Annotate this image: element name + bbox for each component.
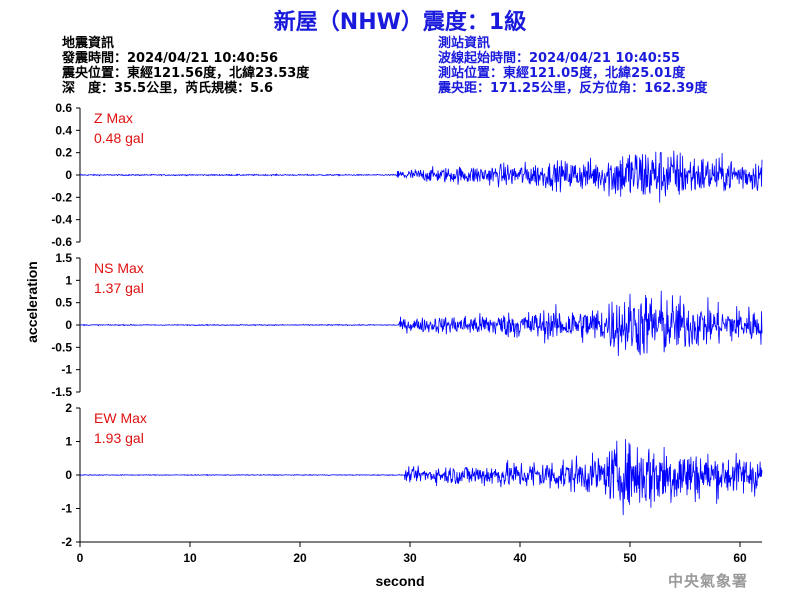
- y-tick-label: -2: [61, 535, 72, 549]
- origin-time: 發震時間：2024/04/21 10:40:56: [62, 51, 279, 66]
- x-tick-label: 0: [77, 551, 84, 565]
- max-label-ns: NS Max: [94, 260, 144, 276]
- y-tick-label: 0: [65, 468, 72, 482]
- station-info-heading: 測站資訊: [438, 36, 491, 51]
- y-tick-label: -1: [61, 363, 72, 377]
- x-tick-label: 60: [733, 551, 747, 565]
- y-tick-label: 0: [65, 168, 72, 182]
- y-tick-label: 0.2: [55, 146, 72, 160]
- y-tick-label: -0.5: [51, 340, 72, 354]
- x-tick-label: 30: [403, 551, 417, 565]
- y-tick-label: 0.5: [55, 296, 72, 310]
- agency-logo-text: 中央氣象署: [667, 572, 748, 590]
- y-tick-label: 1: [65, 435, 72, 449]
- trace-ew: [79, 439, 763, 516]
- y-tick-label: 0: [65, 318, 72, 332]
- wave-start-time: 波線起始時間：2024/04/21 10:40:55: [438, 51, 681, 66]
- max-value-z: 0.48 gal: [94, 130, 144, 146]
- epicenter-location: 震央位置：東經121.56度，北緯23.53度: [62, 66, 310, 81]
- max-value-ew: 1.93 gal: [94, 430, 144, 446]
- y-tick-label: 1: [65, 273, 72, 287]
- trace-z: [79, 150, 763, 203]
- earthquake-info: 地震資訊 發震時間：2024/04/21 10:40:56 震央位置：東經121…: [62, 36, 309, 96]
- depth-magnitude: 深 度：35.5公里，芮氏規模：5.6: [62, 81, 274, 96]
- trace-ns: [79, 290, 763, 357]
- y-axis-title: acceleration: [24, 261, 40, 343]
- station-info: 測站資訊 波線起始時間：2024/04/21 10:40:55 測站位置：東經1…: [438, 36, 707, 96]
- station-location: 測站位置：東經121.05度，北緯25.01度: [438, 66, 686, 81]
- y-tick-label: 1.5: [55, 251, 72, 265]
- earthquake-info-heading: 地震資訊: [62, 36, 115, 51]
- x-tick-label: 20: [293, 551, 307, 565]
- x-tick-label: 40: [513, 551, 527, 565]
- y-tick-label: -1: [61, 502, 72, 516]
- epicenter-distance: 震央距：171.25公里，反方位角：162.39度: [438, 81, 708, 96]
- max-value-ns: 1.37 gal: [94, 280, 144, 296]
- y-tick-label: 2: [65, 401, 72, 415]
- y-tick-label: -0.4: [51, 213, 72, 227]
- x-tick-label: 10: [183, 551, 197, 565]
- y-tick-label: -0.6: [51, 235, 72, 249]
- max-label-ew: EW Max: [94, 410, 147, 426]
- max-label-z: Z Max: [94, 110, 133, 126]
- x-axis-title: second: [375, 573, 424, 589]
- y-tick-label: -1.5: [51, 385, 72, 399]
- x-tick-label: 50: [623, 551, 637, 565]
- page-title: 新屋（NHW）震度：1級: [273, 10, 527, 35]
- y-tick-label: 0.6: [55, 101, 72, 115]
- y-tick-label: -0.2: [51, 190, 72, 204]
- y-tick-label: 0.4: [55, 123, 72, 137]
